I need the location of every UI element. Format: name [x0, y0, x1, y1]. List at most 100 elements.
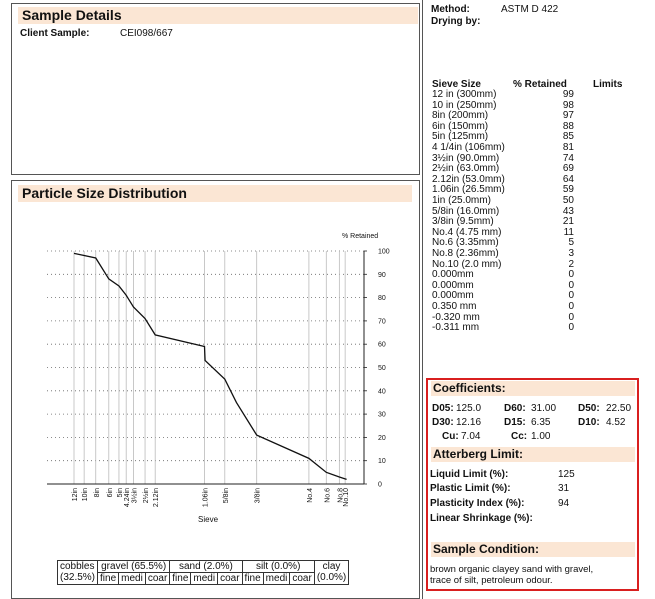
d30-label: D30:: [432, 417, 454, 428]
sieve-row: -0.320 mm 0: [432, 311, 646, 324]
particle-size-chart: 12in 10in 8in 6in 5in 4.24in 3½in 2½in 2.12in 1.0…: [47, 249, 390, 507]
sample-condition-title: Sample Condition:: [431, 542, 635, 557]
sieve-row: 1in (25.0mm) 50: [432, 196, 646, 207]
x-tick-label: 2½in: [142, 488, 150, 503]
sieve-size: No.6 (3.35mm): [432, 237, 499, 249]
sieve-row: 6in (150mm) 88: [432, 120, 646, 133]
sieve-size: 10 in (250mm): [432, 99, 497, 111]
y-tick-label: 70: [378, 318, 386, 325]
y-tick-label: 50: [378, 365, 386, 372]
sieve-size: 5/8in (16.0mm): [432, 205, 500, 217]
d10-value: 4.52: [606, 417, 626, 428]
x-tick-label: 2.12in: [153, 488, 160, 507]
sieve-row: 5/8in (16.0mm) 43: [432, 205, 646, 218]
sieve-row: 3½in (90.0mm) 74: [432, 152, 646, 165]
clay-label: clay: [322, 561, 341, 572]
x-tick-label: 10in: [82, 488, 89, 501]
sieve-row: 4 1/4in (106mm) 81: [432, 143, 646, 154]
sieve-retained: 59: [562, 184, 574, 196]
client-sample-label: Client Sample:: [20, 28, 90, 39]
d05-label: D05:: [432, 403, 454, 414]
sieve-size: 6in (150mm): [432, 120, 489, 132]
sample-details-panel: Sample Details Client Sample: CEI098/667: [11, 3, 420, 175]
y-tick-label: 10: [378, 458, 386, 465]
sieve-size: No.10 (2.0 mm): [432, 258, 502, 270]
sieve-size-header: Sieve Size: [432, 79, 481, 90]
sieve-retained: 2: [568, 258, 574, 270]
cobbles-cell: cobbles (32.5%): [56, 560, 99, 585]
cu-label: Cu:: [442, 431, 459, 442]
plastic-limit-value: 31: [558, 483, 570, 494]
d50-label: D50:: [578, 403, 600, 414]
sieve-size: 3½in (90.0mm): [432, 152, 500, 164]
sieve-size: 0.000mm: [432, 279, 474, 291]
sieve-retained: 85: [562, 131, 574, 143]
x-tick-label: 5/8in: [223, 488, 230, 503]
cu-value: 7.04: [461, 431, 481, 442]
d15-value: 6.35: [531, 417, 551, 428]
sieve-size: 1.06in (26.5mm): [432, 184, 505, 196]
sieve-size: -0.320 mm: [432, 311, 480, 323]
d15-label: D15:: [504, 417, 526, 428]
silt-medium: medi: [262, 572, 291, 585]
x-tick-label: 6in: [107, 488, 114, 497]
sieve-row: No.8 (2.36mm) 3: [432, 249, 646, 260]
cc-value: 1.00: [531, 431, 551, 442]
sieve-size: 3/8in (9.5mm): [432, 216, 494, 228]
y-tick-label: 90: [378, 272, 386, 279]
x-tick-label: No.6: [324, 488, 331, 503]
sieve-size: 1in (25.0mm): [432, 195, 491, 206]
sieve-row: 0.000mm 0: [432, 291, 646, 302]
plasticity-index-value: 94: [558, 498, 570, 509]
right-column-panel: Method: ASTM D 422 Drying by: Sieve Size…: [422, 0, 655, 599]
y-tick-label: 20: [378, 435, 386, 442]
retained-axis-title: % Retained: [342, 233, 379, 240]
y-tick-label: 100: [378, 249, 390, 256]
coefficients-title: Coefficients:: [431, 381, 635, 396]
cobbles-label: cobbles: [60, 561, 95, 572]
sieve-size: 2.12in (53.0mm): [432, 173, 505, 185]
gravel-medium: medi: [118, 572, 146, 585]
atterberg-title: Atterberg Limit:: [431, 447, 635, 462]
sand-medium: medi: [190, 572, 219, 585]
x-tick-label: 3/8in: [255, 488, 262, 503]
d60-value: 31.00: [531, 403, 557, 414]
sieve-retained: 11: [563, 226, 574, 238]
sieve-size: No.4 (4.75 mm): [432, 226, 502, 238]
sand-header: sand (2.0%): [169, 560, 243, 573]
sample-details-title: Sample Details: [18, 7, 418, 24]
gravel-fine: fine: [97, 572, 120, 585]
sieve-row: 8in (200mm) 97: [432, 111, 646, 122]
sieve-row: 0.000mm 0: [432, 270, 646, 281]
sieve-retained: 98: [562, 99, 574, 111]
sieve-size: 8in (200mm): [432, 110, 489, 122]
liquid-limit-label: Liquid Limit (%):: [430, 469, 509, 480]
plastic-limit-label: Plastic Limit (%):: [430, 483, 511, 494]
sieve-retained: 64: [562, 173, 574, 185]
sieve-row: 12 in (300mm) 99: [432, 90, 646, 101]
sieve-retained: 99: [562, 89, 574, 100]
sieve-size: 2½in (63.0mm): [432, 163, 500, 175]
sieve-size: 0.000mm: [432, 269, 474, 281]
sieve-retained: 88: [562, 120, 574, 132]
sieve-retained: 74: [562, 152, 574, 164]
x-tick-label: 5in: [117, 488, 124, 497]
fraction-table: cobbles (32.5%) gravel (65.5%) sand (2.0…: [56, 560, 350, 585]
y-tick-label: 30: [378, 412, 386, 419]
sieve-row: No.4 (4.75 mm) 11: [432, 226, 646, 239]
sieve-row: -0.311 mm 0: [432, 323, 646, 334]
sieve-retained: 69: [562, 163, 574, 175]
sieve-retained: 0: [568, 269, 574, 281]
x-tick-label: No.8: [337, 488, 344, 503]
sieve-size: -0.311 mm: [432, 322, 480, 334]
sand-coarse: coar: [217, 572, 243, 585]
x-tick-label: 8in: [94, 488, 101, 497]
cobbles-value: (32.5%): [60, 572, 96, 583]
d60-label: D60:: [504, 403, 526, 414]
sieve-row: 10 in (250mm) 98: [432, 99, 646, 112]
x-tick-label: 12in: [72, 488, 79, 501]
liquid-limit-value: 125: [558, 469, 575, 480]
condition-line-2: trace of silt, petroleum odour.: [430, 575, 553, 586]
d05-value: 125.0: [456, 403, 482, 414]
sieve-row: 1.06in (26.5mm) 59: [432, 185, 646, 196]
